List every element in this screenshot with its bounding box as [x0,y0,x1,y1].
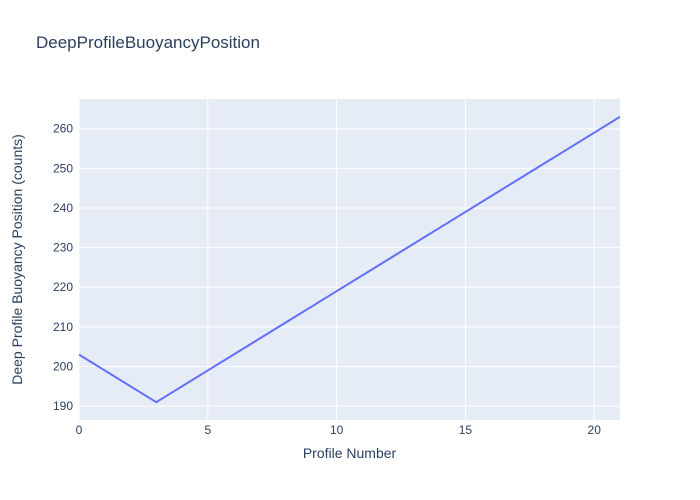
y-tick-label: 240 [53,201,73,215]
y-tick-label: 200 [53,360,73,374]
x-tick-label: 15 [459,423,473,437]
y-tick-label: 210 [53,320,73,334]
x-axis-title: Profile Number [303,445,397,461]
trace-line[interactable] [78,115,621,404]
x-tick-label: 0 [76,423,83,437]
plot-area[interactable] [79,99,620,420]
y-tick-label: 260 [53,122,73,136]
x-tick-label: 10 [330,423,344,437]
x-tick-label: 20 [588,423,602,437]
y-tick-label: 220 [53,280,73,294]
y-tick-label: 230 [53,241,73,255]
x-tick-label: 5 [204,423,211,437]
y-tick-label: 190 [53,399,73,413]
y-axis-title: Deep Profile Buoyancy Position (counts) [9,134,25,385]
y-tick-label: 250 [53,161,73,175]
chart-title: DeepProfileBuoyancyPosition [36,33,260,52]
